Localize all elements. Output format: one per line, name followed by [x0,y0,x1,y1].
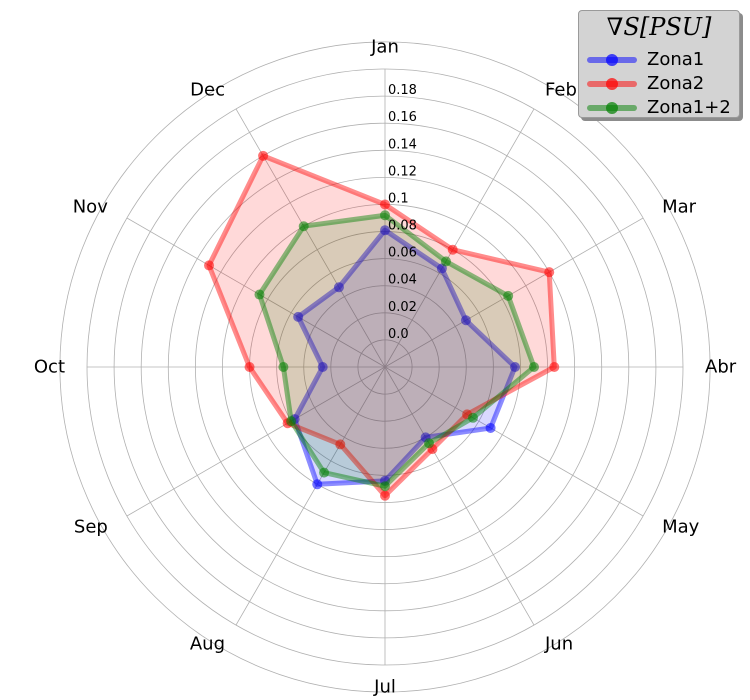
data-point [549,362,560,372]
r-tick-label: 0.02 [388,300,417,315]
category-label: May [662,517,700,538]
data-point [293,311,304,322]
legend-swatch-dot [606,78,618,90]
grid-spoke [384,366,644,517]
data-point [333,282,344,293]
legend-entry-zona1-2: Zona1+2 [585,97,735,119]
series-fill-0 [294,230,515,485]
data-point [204,260,215,271]
legend-label: Zona1+2 [647,97,731,118]
grid-spoke [384,217,644,368]
legend-swatch-dot [606,102,618,114]
data-point [544,267,555,278]
data-point [424,438,435,449]
data-point [335,439,346,450]
series-fill-2 [259,215,534,487]
r-tick-label: 0.16 [388,110,417,125]
r-tick-label: 0.12 [388,164,417,179]
data-point [440,256,451,267]
grid-spoke [126,366,386,517]
category-label: Jul [373,677,396,698]
r-tick-label: 0.0 [388,327,409,342]
r-tick-label: 0.14 [388,137,417,152]
category-label: Jan [370,37,399,58]
data-point [380,210,390,221]
r-tick-label: 0.08 [388,219,417,234]
category-label: Dec [190,79,225,100]
data-point [380,225,390,236]
category-label: Aug [190,634,225,655]
data-point [254,289,265,300]
legend: ∇S[PSU] Zona1 Zona2 Zona1+2 [578,10,740,118]
data-point [298,221,309,232]
category-label: Jun [544,634,573,655]
data-point [244,362,255,372]
data-point [380,481,390,492]
data-point [312,479,323,490]
radar-grid [59,41,711,693]
radar-labels: 0.0 0.02 0.04 0.06 0.08 0.1 0.12 0.14 0.16 0.18 Ja… [34,37,737,698]
grid-spoke [235,366,386,626]
r-tick-label: 0.1 [388,191,409,206]
data-point [258,150,269,161]
legend-entry-zona2: Zona2 [585,73,735,95]
grid-ring [59,41,711,693]
category-label: Abr [705,357,737,378]
data-point [319,467,330,478]
r-tick-label: 0.18 [388,83,417,98]
category-label: Nov [73,197,108,218]
category-label: Mar [662,197,697,218]
legend-entry-zona1: Zona1 [585,49,735,71]
data-point [460,315,471,326]
grid-spoke [384,108,535,368]
legend-label: Zona2 [647,73,705,94]
legend-title: ∇S[PSU] [606,13,712,41]
data-point [278,362,289,372]
category-label: Oct [34,357,65,378]
data-point [380,199,390,210]
data-point [503,290,514,301]
r-tick-label: 0.04 [388,273,417,288]
grid-spoke [384,366,535,626]
data-point [467,412,478,423]
data-point [380,490,390,501]
data-point [317,362,328,372]
data-point [510,362,521,372]
legend-swatch-dot [606,54,618,66]
data-point [485,422,496,433]
category-label: Feb [545,79,577,100]
r-tick-label: 0.06 [388,246,417,261]
category-label: Sep [74,517,108,538]
legend-label: Zona1 [647,49,705,70]
data-point [529,362,539,372]
radar-series [204,150,560,501]
data-point [447,244,458,255]
data-point [286,416,297,427]
